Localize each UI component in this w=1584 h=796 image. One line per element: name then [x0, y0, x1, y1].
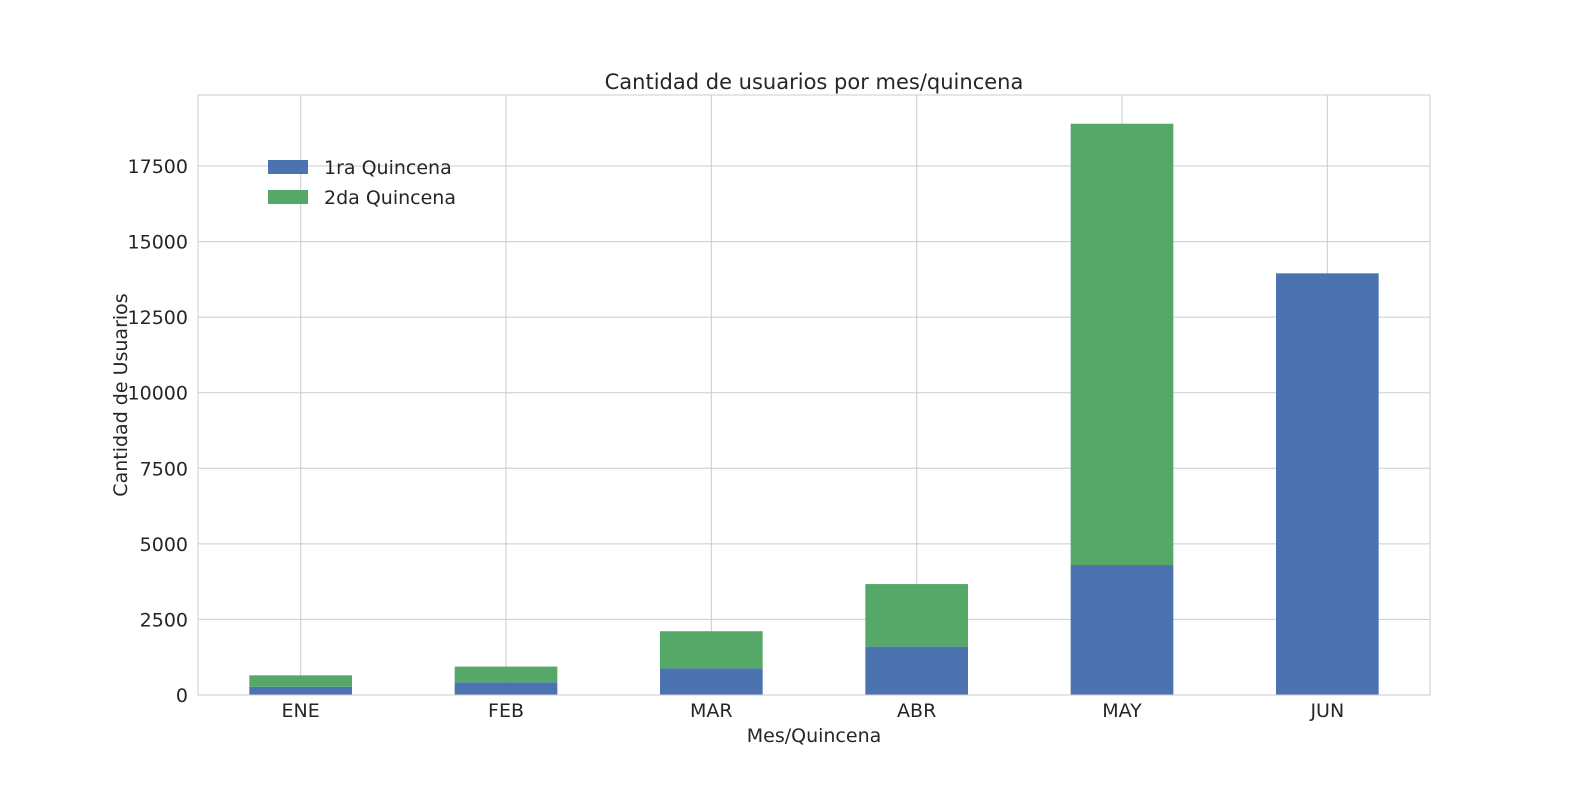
y-tick-label: 15000 [128, 232, 188, 254]
bar-abr-1ra-quincena [865, 646, 968, 695]
x-tick-label-may: MAY [1102, 700, 1142, 722]
bar-may-1ra-quincena [1070, 565, 1174, 695]
y-tick-label: 12500 [128, 307, 188, 329]
legend-label-1ra-quincena: 1ra Quincena [324, 157, 452, 179]
x-tick-label-ene: ENE [282, 700, 320, 722]
bar-feb-2da-quincena [454, 666, 558, 683]
bar-mar-1ra-quincena [660, 668, 763, 695]
bar-may-2da-quincena [1070, 123, 1174, 566]
x-tick-label-mar: MAR [690, 700, 733, 722]
x-tick-labels: ENE FEB MAR ABR MAY JUN [282, 700, 1345, 722]
x-axis-label: Mes/Quincena [747, 725, 882, 747]
y-tick-labels: 0 2500 5000 7500 10000 12500 15000 17500 [128, 156, 188, 707]
legend: 1ra Quincena 2da Quincena [268, 157, 456, 209]
bar-ene-1ra-quincena [249, 686, 352, 695]
legend-label-2da-quincena: 2da Quincena [324, 187, 456, 209]
legend-swatch-1ra-quincena [268, 160, 308, 174]
y-tick-label: 17500 [128, 156, 188, 178]
bar-feb-1ra-quincena [454, 682, 558, 695]
y-axis-label: Cantidad de Usuarios [110, 293, 132, 496]
bar-jun-1ra-quincena [1276, 273, 1379, 695]
chart-title: Cantidad de usuarios por mes/quincena [605, 70, 1024, 94]
bar-mar-2da-quincena [660, 631, 763, 669]
bar-abr-2da-quincena [865, 584, 968, 647]
plot-area-frame [197, 94, 1431, 696]
y-tick-label: 0 [176, 685, 188, 707]
y-tick-label: 7500 [140, 458, 188, 480]
legend-swatch-2da-quincena [268, 190, 308, 204]
x-tick-label-abr: ABR [897, 700, 936, 722]
x-tick-label-jun: JUN [1309, 700, 1344, 722]
y-tick-label: 10000 [128, 383, 188, 405]
bar-ene-2da-quincena [249, 675, 352, 687]
y-tick-label: 2500 [140, 609, 188, 631]
bars [249, 123, 1379, 695]
y-tick-label: 5000 [140, 534, 188, 556]
x-tick-label-feb: FEB [488, 700, 524, 722]
